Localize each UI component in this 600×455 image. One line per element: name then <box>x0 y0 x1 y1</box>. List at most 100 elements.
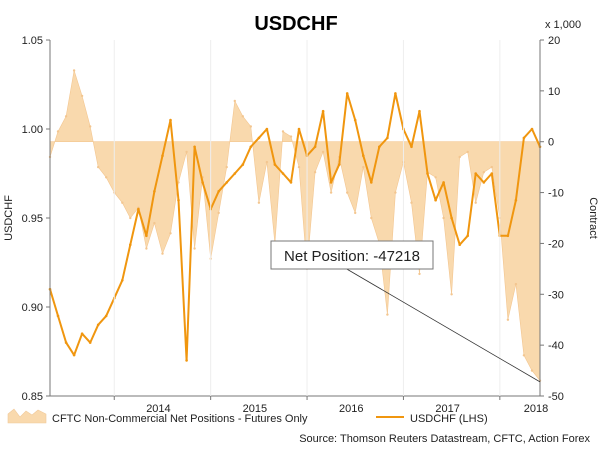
net-position-point <box>418 272 421 276</box>
legend-area-swatch <box>7 408 47 424</box>
net-position-point <box>434 176 437 179</box>
net-position-point <box>265 160 269 164</box>
right-axis-ticks: 20 10 0 -10 -20 -30 -40 -50 <box>540 35 564 403</box>
plot-frame <box>49 40 541 397</box>
x-tick-label: 2016 <box>339 403 363 415</box>
net-position-point <box>410 201 413 204</box>
usdchf-point <box>313 145 317 149</box>
net-position-point <box>506 318 510 321</box>
net-position-point <box>89 125 92 128</box>
left-tick-label: 1.00 <box>22 124 43 136</box>
usdchf-point <box>522 136 526 140</box>
net-position-point <box>297 165 301 169</box>
net-position-point <box>514 282 518 286</box>
usdchf-point <box>265 127 269 131</box>
usdchf-point <box>458 243 462 246</box>
net-position-point <box>386 313 389 316</box>
net-position-point <box>177 181 180 184</box>
net-position-point <box>394 191 397 194</box>
right-tick-label: -20 <box>548 238 564 250</box>
left-axis-ticks: 1.05 1.00 0.95 0.90 0.85 <box>22 35 50 403</box>
usdchf-point <box>64 341 68 344</box>
usdchf-point <box>104 314 108 318</box>
usdchf-point <box>96 323 100 327</box>
usdchf-point <box>225 181 228 184</box>
left-tick-label: 1.05 <box>22 35 43 47</box>
usdchf-point <box>321 109 325 113</box>
legend-line-label: USDCHF (LHS) <box>410 413 488 425</box>
net-position-point <box>313 171 317 174</box>
net-position-point <box>362 165 365 169</box>
annotation-callout: Net Position: -47218 <box>270 240 541 383</box>
usdchf-point <box>329 181 333 184</box>
net-position-point <box>129 216 132 220</box>
usdchf-point <box>169 118 172 122</box>
usdchf-line-layer <box>48 92 542 362</box>
usdchf-point <box>378 145 381 149</box>
net-position-point <box>370 216 373 220</box>
x-tick-label: 2014 <box>146 403 170 415</box>
usdchf-point <box>506 234 510 238</box>
source-note: Source: Thomson Reuters Datastream, CFTC… <box>299 433 590 445</box>
right-axis-unit-label: x 1,000 <box>545 19 581 31</box>
usdchf-point <box>121 279 124 282</box>
usdchf-point <box>442 181 445 184</box>
usdchf-point <box>145 234 148 238</box>
usdchf-point <box>386 136 389 140</box>
left-tick-label: 0.95 <box>22 213 43 225</box>
usdchf-point <box>217 190 220 193</box>
annotation-label: Net Position: -47218 <box>284 248 420 265</box>
legend-area-label: CFTC Non-Commercial Net Positions - Futu… <box>52 413 308 425</box>
annotation-box <box>270 240 434 270</box>
right-tick-label: -10 <box>548 188 564 200</box>
net-position-point <box>257 201 261 204</box>
usdchf-point <box>201 181 204 184</box>
net-position-point <box>80 94 84 98</box>
net-position-point <box>249 125 252 128</box>
net-position-point <box>161 252 164 255</box>
net-position-point <box>289 135 293 138</box>
net-position-point <box>64 115 68 118</box>
net-position-point <box>233 99 236 103</box>
right-tick-label: -50 <box>548 391 564 403</box>
net-position-point <box>193 247 196 250</box>
usdchf-point <box>161 154 164 157</box>
usdchf-point <box>514 198 518 202</box>
usdchf-point <box>337 163 341 166</box>
usdchf-point <box>490 172 494 175</box>
net-position-point <box>72 69 76 72</box>
net-position-point <box>466 150 469 154</box>
usdchf-point <box>345 92 349 95</box>
usdchf-point <box>426 172 429 175</box>
usdchf-point <box>482 181 486 184</box>
net-position-point <box>474 201 477 204</box>
right-tick-label: 0 <box>548 137 554 149</box>
usdchf-point <box>257 136 261 140</box>
net-position-point <box>450 293 453 296</box>
usdchf-point <box>273 163 277 166</box>
left-tick-label: 0.90 <box>22 302 43 314</box>
usdchf-point <box>353 118 357 122</box>
net-position-point <box>169 232 172 235</box>
right-tick-label: 20 <box>548 35 560 47</box>
net-position-point <box>153 221 156 225</box>
x-axis-ticks: 2014 2015 2016 2017 2018 <box>113 40 548 415</box>
usdchf-point <box>466 234 470 238</box>
net-position-point <box>105 176 108 179</box>
usdchf-point <box>370 181 373 184</box>
net-position-point <box>458 155 461 159</box>
usdchf-point <box>88 341 92 344</box>
net-position-point <box>522 354 526 357</box>
right-tick-label: -40 <box>548 340 564 352</box>
net-position-point <box>354 211 357 215</box>
usdchf-point <box>56 314 60 318</box>
usdchf-point <box>434 198 437 202</box>
usdchf-point <box>474 172 478 175</box>
net-position-point <box>329 191 333 194</box>
x-tick-label: 2015 <box>243 403 267 415</box>
usdchf-point <box>153 190 156 193</box>
chart-title: USDCHF <box>254 13 337 35</box>
usdchf-point <box>137 207 140 211</box>
net-position-point <box>145 247 148 250</box>
